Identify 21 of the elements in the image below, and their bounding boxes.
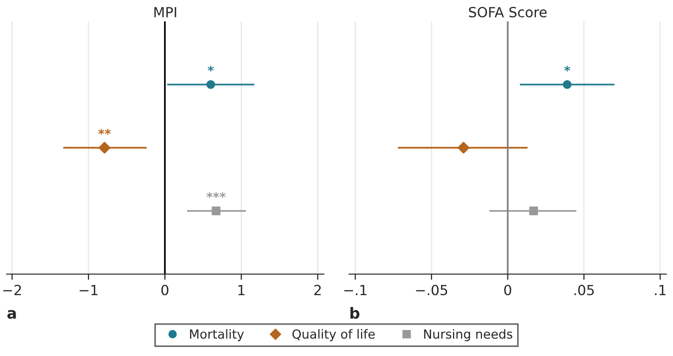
x-tick-label: −1 xyxy=(80,284,98,296)
data-label: *** xyxy=(206,192,226,198)
legend-label: Quality of life xyxy=(292,329,375,342)
legend-label: Mortality xyxy=(190,329,244,342)
x-tick-label: −2 xyxy=(3,284,21,296)
x-tick-label: 2 xyxy=(314,284,321,296)
data-label: ** xyxy=(98,128,111,135)
chart-title: MPI xyxy=(154,7,176,18)
text: a xyxy=(7,310,16,319)
x-tick-label: −.05 xyxy=(416,284,448,296)
legend-label: Nursing needs xyxy=(424,329,512,342)
x-tick-label: .05 xyxy=(574,284,594,296)
x-tick-label: .1 xyxy=(655,284,666,296)
x-tick-label: 0 xyxy=(504,284,512,296)
x-tick-label: 0 xyxy=(161,284,168,296)
text: b xyxy=(350,306,360,319)
chart-title: SOFA Score xyxy=(469,6,547,18)
data-label: * xyxy=(208,66,214,72)
x-tick-label: 1 xyxy=(238,284,244,296)
x-tick-label: −.1 xyxy=(344,284,366,296)
data-label: * xyxy=(564,66,570,72)
